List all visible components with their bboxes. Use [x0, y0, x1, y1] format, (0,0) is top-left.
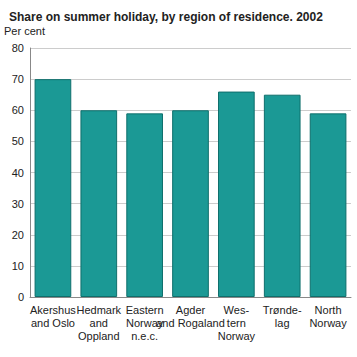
svg-text:n.e.c.: n.e.c.	[131, 330, 158, 342]
svg-text:60: 60	[12, 104, 24, 116]
svg-text:Share on summer holiday, by re: Share on summer holiday, by region of re…	[9, 10, 323, 24]
svg-text:Per cent: Per cent	[4, 25, 45, 37]
svg-text:Oppland: Oppland	[78, 330, 120, 342]
svg-text:North: North	[315, 304, 342, 316]
svg-text:30: 30	[12, 198, 24, 210]
svg-text:80: 80	[12, 42, 24, 54]
svg-text:Trønde-: Trønde-	[263, 304, 302, 316]
svg-text:0: 0	[18, 291, 24, 303]
svg-text:and Rogaland: and Rogaland	[156, 317, 225, 329]
svg-text:Norway: Norway	[309, 317, 347, 329]
svg-text:Norway: Norway	[218, 330, 256, 342]
svg-text:10: 10	[12, 260, 24, 272]
svg-text:Wes-: Wes-	[224, 304, 250, 316]
svg-text:Hedmark: Hedmark	[76, 304, 121, 316]
svg-text:20: 20	[12, 229, 24, 241]
svg-text:Akershus: Akershus	[30, 304, 76, 316]
svg-text:Eastern: Eastern	[126, 304, 164, 316]
svg-text:Agder: Agder	[176, 304, 206, 316]
svg-text:70: 70	[12, 73, 24, 85]
svg-text:40: 40	[12, 167, 24, 179]
svg-text:Norway: Norway	[126, 316, 164, 329]
svg-text:lag: lag	[275, 317, 290, 329]
svg-text:50: 50	[12, 135, 24, 147]
svg-text:and: and	[90, 317, 108, 329]
svg-text:tern: tern	[227, 317, 246, 329]
svg-text:and Oslo: and Oslo	[31, 317, 75, 329]
